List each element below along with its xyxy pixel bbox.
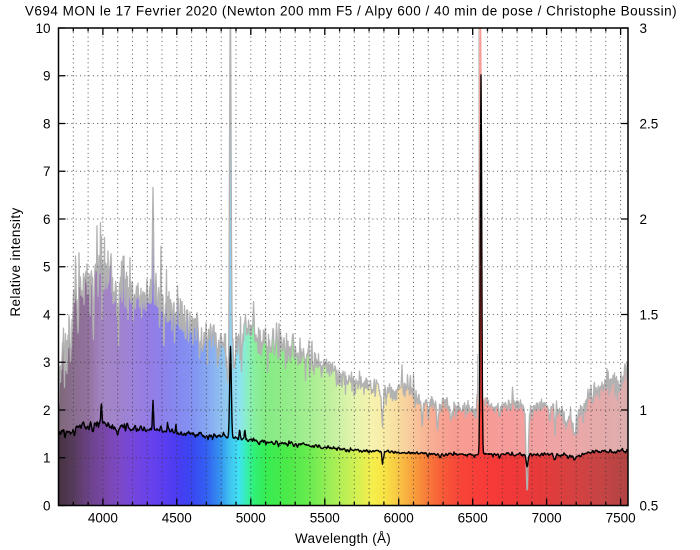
svg-text:2.5: 2.5 bbox=[640, 116, 659, 131]
svg-text:1: 1 bbox=[640, 403, 648, 418]
svg-text:1.5: 1.5 bbox=[640, 307, 659, 322]
svg-text:5000: 5000 bbox=[236, 510, 266, 525]
svg-text:5: 5 bbox=[43, 260, 51, 275]
svg-text:2: 2 bbox=[640, 212, 648, 227]
svg-text:8: 8 bbox=[43, 116, 51, 131]
svg-text:3: 3 bbox=[640, 21, 648, 36]
svg-text:Wavelength (Å): Wavelength (Å) bbox=[295, 531, 391, 546]
svg-text:10: 10 bbox=[35, 21, 50, 36]
svg-text:0: 0 bbox=[43, 498, 51, 513]
svg-text:6: 6 bbox=[43, 212, 51, 227]
svg-text:Relative intensity: Relative intensity bbox=[8, 207, 23, 316]
svg-text:4000: 4000 bbox=[88, 510, 118, 525]
svg-text:7: 7 bbox=[43, 164, 51, 179]
svg-text:9: 9 bbox=[43, 69, 51, 84]
svg-text:3: 3 bbox=[43, 355, 51, 370]
svg-text:4500: 4500 bbox=[162, 510, 192, 525]
svg-text:5500: 5500 bbox=[310, 510, 340, 525]
svg-text:6000: 6000 bbox=[384, 510, 414, 525]
svg-text:0.5: 0.5 bbox=[640, 498, 659, 513]
svg-text:2: 2 bbox=[43, 403, 51, 418]
svg-text:7000: 7000 bbox=[532, 510, 562, 525]
svg-text:4: 4 bbox=[43, 307, 51, 322]
svg-text:7500: 7500 bbox=[606, 510, 636, 525]
svg-text:1: 1 bbox=[43, 451, 51, 466]
svg-text:6500: 6500 bbox=[458, 510, 488, 525]
svg-text:V694 MON le 17 Fevrier 2020 (N: V694 MON le 17 Fevrier 2020 (Newton 200 … bbox=[25, 4, 677, 19]
